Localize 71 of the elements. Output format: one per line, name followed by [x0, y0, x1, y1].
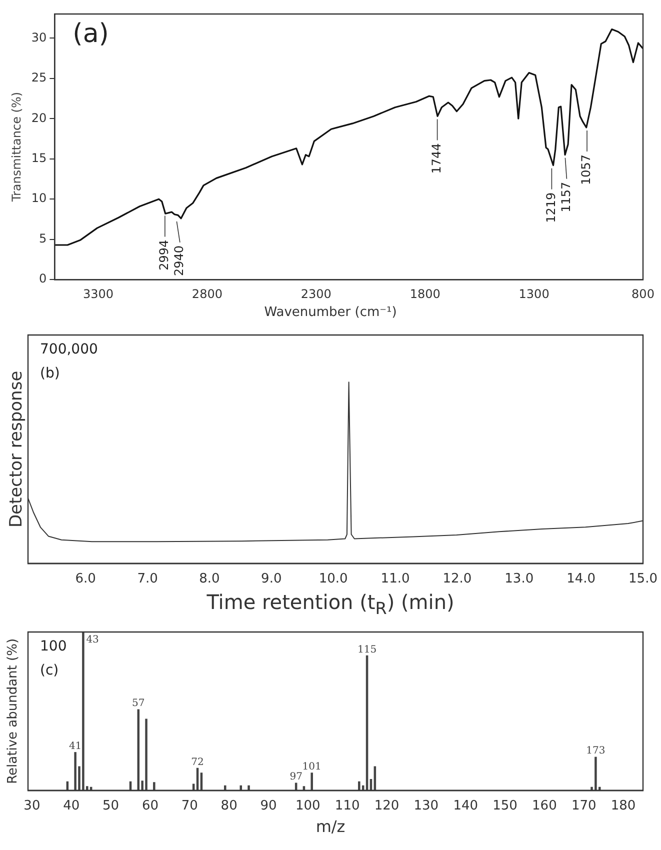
x-tick-label: 150	[492, 798, 518, 814]
x-axis-title: Time retention (t$_{R}$) (min)	[206, 590, 456, 620]
bar	[145, 718, 148, 790]
x-tick-label: 80	[220, 798, 238, 814]
x-tick-label: 2800	[192, 286, 222, 301]
x-tick-label: 140	[453, 798, 478, 814]
y-tick-label: 15	[31, 151, 47, 165]
x-tick-label: 8.0	[199, 572, 220, 587]
y-tick-label: 25	[31, 70, 47, 85]
text: 700,000	[40, 342, 98, 358]
x-tick-label: 170	[571, 798, 596, 814]
annotation: 1744	[429, 143, 444, 174]
y-axis-title: Transmittance (%)	[9, 92, 24, 203]
x-tick-label: 3300	[82, 286, 114, 301]
x-axis-title: m/z	[314, 817, 346, 838]
x-tick-label: 160	[532, 798, 557, 814]
x-tick-label: 60	[142, 798, 158, 814]
annotation: 2994	[157, 240, 172, 270]
x-tick-label: 7.0	[137, 572, 158, 587]
bar	[82, 632, 84, 790]
y-tick-label: 0	[39, 272, 47, 286]
x-tick-label: 6.0	[75, 572, 96, 587]
annotation: 173	[586, 746, 606, 757]
x-tick-label: 90	[260, 798, 277, 814]
annotation: 43	[86, 634, 99, 646]
y-tick-label: 30	[31, 30, 47, 44]
x-tick-label: 1800	[410, 286, 440, 301]
x-tick-label: 180	[610, 798, 636, 814]
annotation: 1219	[544, 192, 558, 223]
annotation: 101	[302, 762, 322, 773]
x-tick-label: 100	[295, 798, 320, 814]
bar	[594, 756, 597, 790]
annotation: 1157	[558, 182, 573, 212]
y-axis-title: Relative abundant (%)	[5, 638, 20, 784]
x-tick-label: 9.0	[261, 572, 282, 587]
x-tick-label: 800	[632, 286, 654, 301]
x-tick-label: 10.0	[318, 572, 348, 587]
bar	[310, 772, 313, 790]
x-tick-label: 11.0	[380, 572, 410, 587]
x-tick-label: 70	[181, 798, 198, 814]
annotation: 97	[290, 772, 302, 783]
annotation: 115	[357, 644, 377, 656]
x-tick-label: 130	[414, 798, 439, 814]
x-axis-title: Wavenumber (cm⁻¹)	[263, 305, 398, 322]
bar	[358, 781, 360, 790]
y-tick-label: 20	[31, 110, 47, 125]
x-tick-label: 1300	[518, 286, 550, 301]
annotation: (a)	[72, 18, 109, 49]
annotation: 72	[191, 756, 204, 768]
annotation: 41	[68, 740, 82, 752]
x-tick-label: 13.0	[504, 572, 534, 587]
annotation: (c)	[40, 662, 59, 679]
annotation: 57	[132, 698, 145, 710]
x-tick-label: 14.0	[566, 572, 596, 587]
y-tick-label: 5	[39, 231, 47, 246]
text: (b)	[40, 366, 60, 382]
bar	[74, 752, 76, 790]
y-axis-title: Detector response	[6, 370, 26, 528]
annotation: 1057	[579, 154, 594, 186]
annotation: 100	[40, 638, 67, 655]
bar	[153, 782, 156, 790]
y-tick-label: 10	[31, 191, 47, 206]
x-tick-label: 110	[334, 798, 360, 814]
x-tick-label: 12.0	[442, 572, 472, 587]
x-tick-label: 120	[374, 798, 400, 814]
annotation: 2940	[172, 245, 186, 276]
x-tick-label: 50	[102, 798, 120, 814]
x-tick-label: 2300	[300, 286, 332, 301]
x-tick-label: 40	[63, 798, 80, 814]
bar	[248, 785, 250, 790]
x-tick-label: 15.0	[628, 572, 658, 587]
